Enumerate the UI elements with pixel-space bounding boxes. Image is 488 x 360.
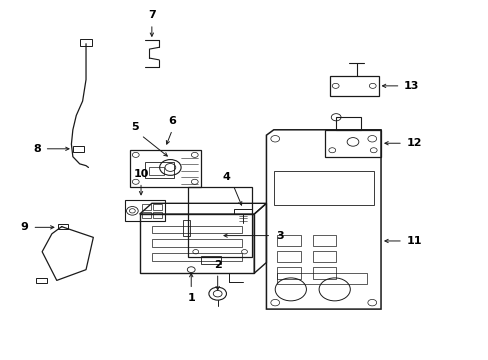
Bar [153, 212, 161, 218]
Bar [277, 251, 300, 262]
Bar [335, 117, 361, 130]
Bar [277, 267, 300, 279]
Bar [312, 234, 335, 246]
Text: 3: 3 [276, 231, 283, 240]
Bar [144, 162, 173, 178]
Bar [277, 273, 366, 284]
Bar [329, 76, 378, 96]
Bar [36, 278, 47, 283]
Bar [182, 220, 189, 236]
Bar [153, 204, 161, 210]
Bar [142, 212, 151, 218]
Text: 9: 9 [20, 222, 28, 232]
Text: 1: 1 [187, 293, 195, 303]
Bar [152, 239, 242, 247]
Bar [152, 253, 242, 261]
Bar [80, 39, 92, 45]
Text: 13: 13 [403, 81, 419, 91]
Bar [188, 187, 251, 257]
Text: 6: 6 [168, 116, 176, 126]
Text: 2: 2 [213, 260, 221, 270]
Bar [201, 256, 220, 264]
Text: 5: 5 [131, 122, 139, 132]
Text: 7: 7 [148, 10, 155, 21]
Bar [277, 234, 300, 246]
Text: 12: 12 [406, 138, 421, 148]
Text: 11: 11 [406, 236, 421, 246]
Bar [149, 167, 163, 175]
Bar [273, 171, 373, 205]
Bar [73, 145, 83, 152]
Text: 10: 10 [133, 169, 148, 179]
Bar [312, 251, 335, 262]
Bar [325, 130, 380, 157]
Text: 4: 4 [223, 172, 230, 182]
Text: 8: 8 [33, 144, 41, 154]
Bar [312, 267, 335, 279]
Bar [142, 204, 151, 210]
Bar [152, 226, 242, 233]
Bar [130, 149, 200, 187]
Bar [58, 224, 68, 229]
Bar [125, 201, 164, 221]
